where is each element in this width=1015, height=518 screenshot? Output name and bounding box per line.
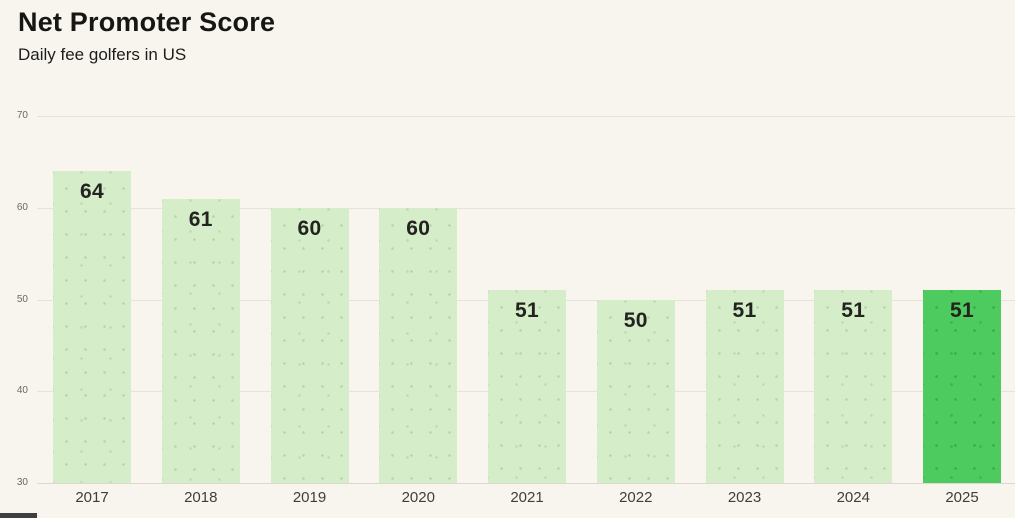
- chart-title: Net Promoter Score: [18, 7, 276, 37]
- x-tick-label: 2022: [619, 489, 653, 506]
- bar-2019: 60: [270, 207, 349, 483]
- bar-value-label: 51: [841, 299, 866, 323]
- x-tick-label: 2020: [401, 489, 435, 506]
- bar-2024: 51: [814, 290, 893, 483]
- gridline: [37, 116, 1015, 117]
- bar-2018: 61: [161, 198, 240, 483]
- x-tick-label: 2019: [292, 489, 327, 506]
- bar-value-label: 51: [732, 299, 757, 323]
- bar-value-label: 60: [297, 216, 322, 240]
- bar-value-label: 60: [406, 216, 431, 240]
- x-tick-label: 2021: [510, 489, 544, 506]
- bottom-left-dark-strip: [0, 513, 37, 518]
- y-tick-label: 60: [16, 201, 28, 213]
- x-tick-label: 2017: [75, 489, 109, 506]
- bar-2022: 50: [596, 299, 675, 483]
- y-tick-label: 30: [16, 477, 28, 488]
- bar-value-label: 64: [80, 180, 104, 204]
- bar-2020: 60: [379, 207, 458, 483]
- y-tick-label: 50: [16, 293, 28, 305]
- bar-value-label: 51: [515, 299, 539, 323]
- bar-value-label: 51: [950, 299, 974, 323]
- gridline: [37, 207, 1015, 209]
- bar-2017: 64: [53, 171, 131, 483]
- y-tick-label: 70: [16, 110, 28, 121]
- x-tick-label: 2023: [727, 489, 762, 506]
- x-tick-label: 2025: [945, 489, 979, 506]
- bar-value-label: 61: [188, 207, 213, 231]
- bar-2023: 51: [705, 290, 784, 483]
- gridline: [37, 483, 1015, 484]
- bar-value-label: 50: [623, 308, 648, 332]
- y-tick-label: 40: [16, 385, 28, 397]
- chart-subtitle: Daily fee golfers in US: [18, 45, 187, 64]
- bar-2021: 51: [488, 290, 566, 483]
- x-tick-label: 2018: [184, 489, 218, 506]
- bar-2025: 51: [923, 290, 1001, 483]
- x-tick-label: 2024: [836, 489, 870, 506]
- x-axis-labels: 2017 2018 2019 2020 2021 2022 2023 2024 2025: [0, 489, 1015, 511]
- plot-area: 30 40 50 60 70 64 61 60 60 51 50 51 51 51: [0, 110, 1015, 488]
- chart-header: Net Promoter Score Daily fee golfers in …: [18, 7, 275, 65]
